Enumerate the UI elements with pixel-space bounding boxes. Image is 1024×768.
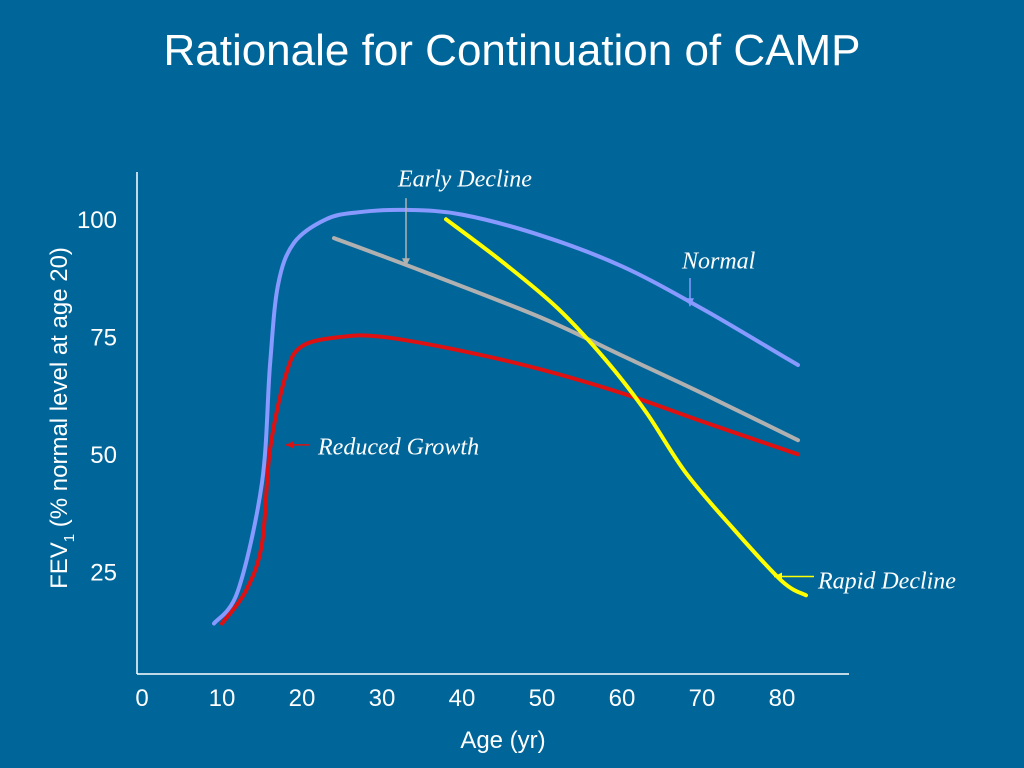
series-line-reduced-growth [220,333,800,626]
x-tick-labels: 0 10 20 30 40 50 60 70 80 [135,685,795,712]
annotation-arrowhead-normal [686,298,694,307]
slide-title: Rationale for Continuation of CAMP [163,26,861,75]
series-line-early-decline [332,236,800,443]
x-tick-label: 20 [289,685,316,712]
y-tick-labels: 25 50 75 100 [77,207,117,587]
x-tick-label: 0 [135,685,148,712]
x-axis-title: Age (yr) [460,727,545,754]
annotation-label-rapid-decline: Rapid Decline [817,568,956,594]
x-tick-label: 70 [689,685,716,712]
y-axis-title: FEV1 (% normal level at age 20) [46,247,78,589]
y-axis-title-rest: (% normal level at age 20) [46,247,73,534]
series-line-rapid-decline [444,217,808,598]
x-tick-label: 50 [529,685,556,712]
series-lines [212,207,808,626]
annotation-label-early-decline: Early Decline [397,166,532,192]
y-axis-title-subscript: 1 [61,534,78,542]
x-tick-label: 30 [369,685,396,712]
x-tick-label: 40 [449,685,476,712]
x-tick-label: 10 [209,685,236,712]
annotations: Early Decline Normal Reduced Growth Rapid D… [286,166,956,594]
x-tick-label: 60 [609,685,636,712]
series-line-normal [212,207,800,626]
y-tick-label: 75 [90,325,117,352]
y-axis-title-main: FEV [46,542,73,589]
annotation-arrowhead-rapid-decline [774,572,782,581]
y-tick-label: 50 [90,442,117,469]
x-tick-label: 80 [769,685,796,712]
annotation-label-reduced-growth: Reduced Growth [317,434,479,460]
annotation-arrowhead-early-decline [402,258,410,267]
annotation-arrowhead-reduced-growth [286,440,294,449]
y-tick-label: 25 [90,560,117,587]
y-tick-label: 100 [77,207,117,234]
chart-axes [136,172,849,675]
annotation-label-normal: Normal [681,249,756,275]
